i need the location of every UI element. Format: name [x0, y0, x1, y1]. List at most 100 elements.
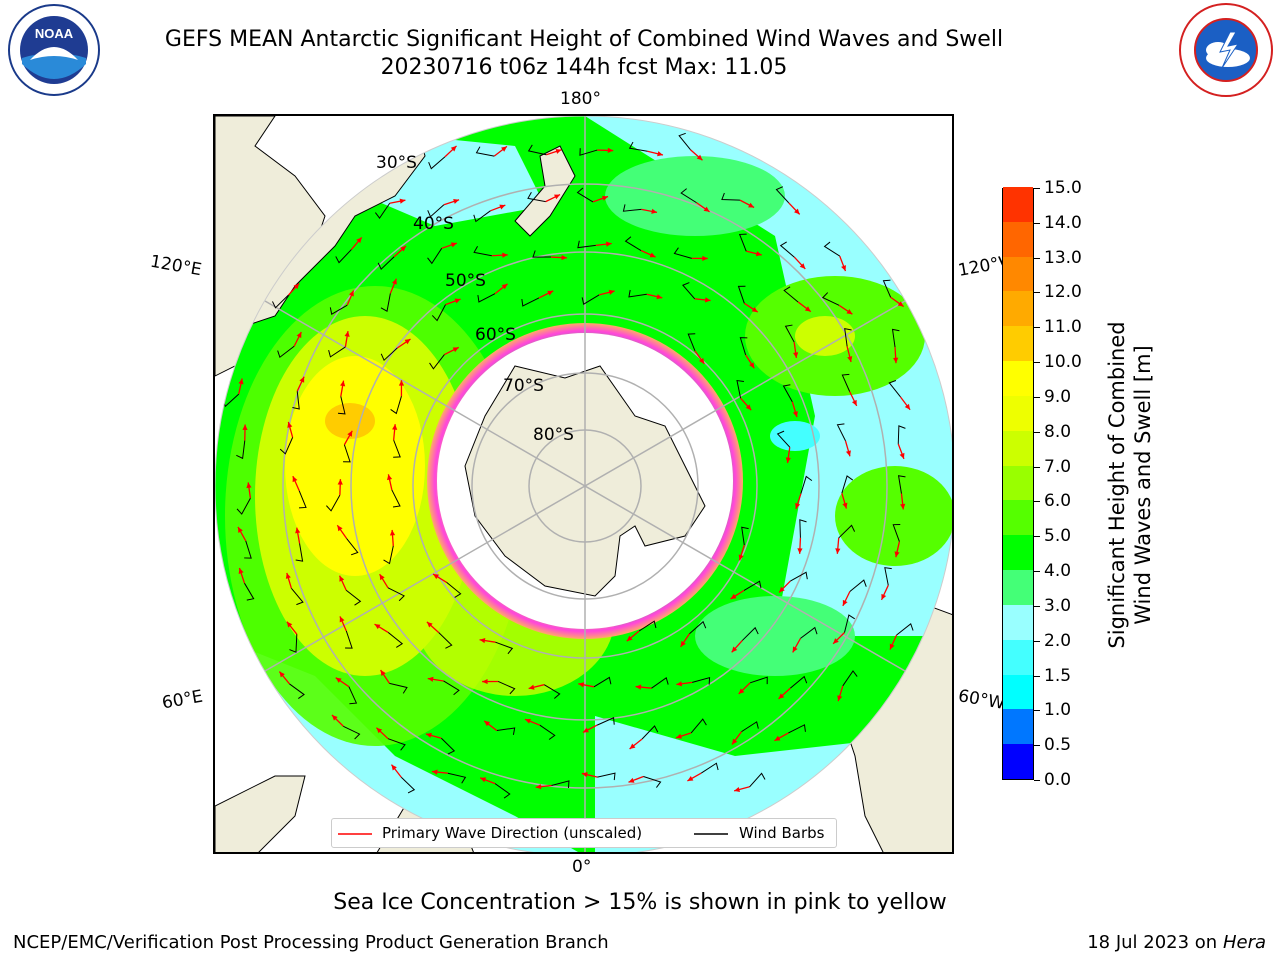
- footer-credit: NCEP/EMC/Verification Post Processing Pr…: [13, 932, 609, 953]
- wind-barb: [527, 144, 547, 156]
- wave-arrow-head: [748, 202, 755, 208]
- wave-arrow-head: [292, 476, 298, 483]
- legend-primary-wave: Primary Wave Direction (unscaled): [382, 824, 643, 842]
- wind-barb: [776, 430, 791, 448]
- wind-barb: [651, 677, 669, 689]
- wave-arrow-head: [608, 289, 615, 295]
- colorbar-segment: [1003, 743, 1033, 779]
- wave-arrow-head: [285, 572, 291, 579]
- vector-layer: [222, 132, 914, 846]
- wave-arrow-head: [344, 331, 350, 337]
- wave-arrow-head: [480, 777, 487, 783]
- wind-barb: [897, 425, 906, 444]
- colorbar-tick-label: 12.0: [1044, 282, 1082, 303]
- noaa-logo: NOAA: [8, 4, 100, 96]
- ice-caption: Sea Ice Concentration > 15% is shown in …: [333, 890, 947, 915]
- wind-barb: [581, 294, 600, 306]
- wave-arrow-head: [379, 574, 385, 581]
- wind-barb: [343, 444, 351, 463]
- wave-arrow-head: [389, 529, 396, 536]
- wave-arrow-head: [340, 380, 346, 387]
- wave-arrow-head: [380, 670, 386, 676]
- wind-barb: [446, 582, 462, 598]
- wave-arrow-head: [555, 148, 562, 154]
- wave-arrow-head: [482, 678, 488, 685]
- wind-barb: [477, 293, 496, 303]
- footer-host: Hera: [1222, 932, 1266, 953]
- wave-arrow-head: [730, 593, 737, 599]
- wave-arrow-head: [582, 727, 589, 733]
- colorbar-tick-label: 10.0: [1044, 352, 1082, 373]
- wave-arrow-head: [398, 380, 405, 386]
- wind-barb: [841, 475, 854, 494]
- wind-barb: [380, 347, 398, 362]
- colorbar-tick-label: 5.0: [1044, 526, 1072, 547]
- colorbar-tick-mark: [1034, 675, 1040, 677]
- wave-arrow-head: [287, 421, 293, 428]
- lat-label-70s: 70°S: [503, 376, 544, 396]
- wind-barb: [496, 727, 516, 735]
- wind-barb: [387, 632, 404, 648]
- wind-barb: [577, 240, 596, 249]
- wave-arrow-head: [699, 357, 705, 364]
- wind-barb: [244, 540, 252, 559]
- wave-arrow-head: [452, 347, 459, 353]
- colorbar-segment: [1003, 186, 1033, 222]
- wind-barb: [292, 391, 300, 410]
- wave-arrow-head: [484, 720, 491, 727]
- wave-arrow-head: [605, 241, 612, 247]
- wave-arrow-head: [704, 297, 711, 303]
- wind-barb: [721, 192, 740, 201]
- wave-arrow-head: [237, 526, 243, 533]
- wind-barb: [497, 681, 516, 695]
- wind-barb: [295, 543, 304, 562]
- wind-barb: [788, 724, 806, 734]
- wind-barb: [687, 333, 696, 352]
- colorbar-tick-mark: [1034, 362, 1040, 364]
- wind-barb: [779, 241, 795, 258]
- wave-arrow-head: [246, 482, 252, 489]
- wind-barb: [628, 141, 648, 152]
- wind-barb: [473, 210, 491, 223]
- lat-label-40s: 40°S: [413, 214, 454, 234]
- wind-barb: [387, 738, 406, 751]
- wave-arrow-head: [797, 548, 803, 554]
- wind-barb: [345, 630, 353, 649]
- wind-barb: [527, 191, 546, 203]
- colorbar-tick-mark: [1034, 466, 1040, 468]
- wave-arrow-head: [751, 306, 758, 313]
- wave-arrow-head: [376, 727, 383, 734]
- wind-barb: [742, 626, 759, 641]
- colorbar-tick-label: 1.0: [1044, 700, 1072, 721]
- wind-barb: [383, 545, 394, 565]
- wind-barb: [882, 279, 892, 298]
- colorbar-tick-mark: [1034, 605, 1040, 607]
- wave-arrow-head: [339, 575, 345, 582]
- wave-arrow-head: [502, 252, 508, 258]
- nws-logo: [1178, 2, 1274, 98]
- wave-arrow-head: [454, 298, 461, 304]
- lat-label-80s: 80°S: [533, 425, 574, 445]
- wave-arrow-head: [347, 430, 353, 437]
- wave-arrow-head: [299, 376, 305, 383]
- wave-arrow-head: [554, 194, 561, 200]
- colorbar-tick-mark: [1034, 536, 1040, 538]
- colorbar-tick-mark: [1034, 710, 1040, 712]
- colorbar-tick-label: 1.5: [1044, 665, 1072, 686]
- lon-label-180: 180°: [560, 89, 601, 109]
- wave-arrow-head: [842, 502, 848, 509]
- wave-arrow-head: [286, 621, 293, 628]
- wave-arrow-head: [897, 301, 904, 307]
- wave-arrow-head: [356, 237, 362, 244]
- wind-barb: [576, 187, 594, 203]
- wind-barb: [521, 297, 540, 307]
- wind-barb: [738, 233, 747, 252]
- colorbar-tick-label: 3.0: [1044, 595, 1072, 616]
- wind-barb: [475, 146, 495, 157]
- colorbar-tick-mark: [1034, 188, 1040, 189]
- wave-arrow-head: [387, 474, 393, 481]
- wind-barb: [682, 282, 696, 300]
- wave-arrow-head: [734, 786, 741, 793]
- colorbar-segment: [1003, 430, 1033, 466]
- wave-arrow-head: [893, 357, 899, 364]
